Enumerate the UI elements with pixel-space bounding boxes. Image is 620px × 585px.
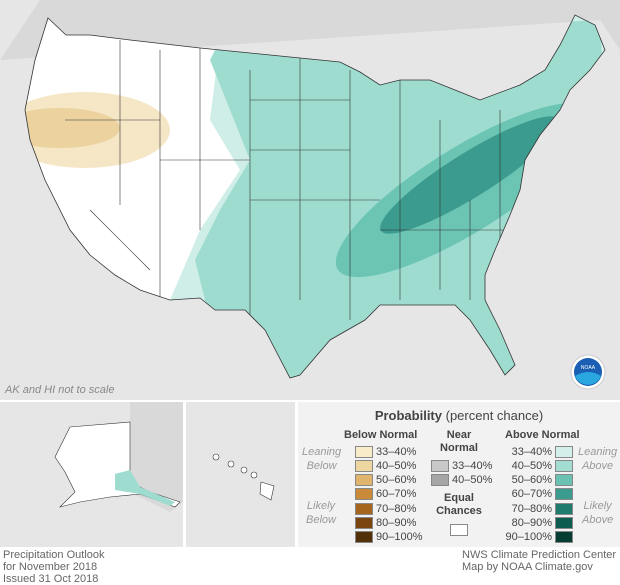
below-swatch bbox=[355, 445, 373, 458]
below-swatch bbox=[355, 517, 373, 529]
hawaii-inset bbox=[186, 402, 295, 547]
below-swatch bbox=[355, 459, 373, 472]
below-label: 90–100% bbox=[376, 531, 423, 544]
legend-title: Probability (percent chance) bbox=[298, 408, 620, 423]
below-label: 60–70% bbox=[376, 488, 417, 501]
above-legend-item: 40–50% bbox=[501, 459, 573, 472]
above-label: 50–60% bbox=[511, 474, 552, 487]
near-label: 33–40% bbox=[452, 459, 493, 472]
alaska-map bbox=[0, 402, 183, 547]
equal-heading: Equal Chances bbox=[436, 492, 482, 517]
svg-text:NOAA: NOAA bbox=[581, 365, 596, 371]
near-heading: Near Normal bbox=[440, 429, 478, 454]
below-label: 50–60% bbox=[376, 474, 417, 487]
below-swatch bbox=[355, 502, 373, 515]
legend-title-suffix: (percent chance) bbox=[445, 408, 544, 423]
below-heading: Below Normal bbox=[344, 429, 418, 441]
above-label: 33–40% bbox=[511, 445, 552, 458]
below-swatch bbox=[355, 531, 373, 544]
above-label: 60–70% bbox=[511, 488, 552, 501]
leaning-above-label: Leaning Above bbox=[578, 446, 618, 472]
alaska-inset bbox=[0, 402, 183, 547]
below-legend-item: 40–50% bbox=[355, 459, 416, 472]
above-legend-item: 70–80% bbox=[501, 502, 573, 515]
above-label: 90–100% bbox=[505, 531, 553, 544]
footer-right: NWS Climate Prediction Center Map by NOAA… bbox=[462, 549, 617, 573]
near-swatch bbox=[431, 459, 449, 472]
above-legend-item: 80–90% bbox=[501, 517, 573, 530]
above-heading: Above Normal bbox=[505, 429, 580, 441]
near-legend-item: 40–50% bbox=[431, 473, 492, 486]
above-label: 70–80% bbox=[511, 502, 552, 515]
above-label: 80–90% bbox=[511, 517, 552, 529]
above-swatch bbox=[555, 474, 573, 487]
likely-below-label: Likely Below bbox=[306, 500, 336, 526]
outlook-map: NOAA bbox=[0, 0, 620, 400]
below-legend-item: 33–40% bbox=[355, 445, 416, 458]
below-legend-item: 70–80% bbox=[355, 502, 416, 515]
near-swatch bbox=[431, 473, 449, 486]
above-legend-item: 60–70% bbox=[501, 488, 573, 501]
legend-title-main: Probability bbox=[374, 408, 442, 423]
above-swatch bbox=[555, 517, 573, 529]
above-swatch bbox=[555, 531, 573, 544]
above-swatch bbox=[555, 459, 573, 472]
above-swatch bbox=[555, 445, 573, 458]
above-60-70-region bbox=[380, 116, 560, 234]
above-swatch bbox=[555, 488, 573, 501]
below-label: 33–40% bbox=[376, 445, 417, 458]
above-legend-item: 33–40% bbox=[501, 445, 573, 458]
below-legend-item: 60–70% bbox=[355, 488, 416, 501]
above-legend-item: 50–60% bbox=[501, 474, 573, 487]
scale-note: AK and HI not to scale bbox=[5, 384, 115, 396]
legend: Probability (percent chance) Below Norma… bbox=[298, 402, 620, 547]
below-label: 70–80% bbox=[376, 502, 417, 515]
footer-left: Precipitation Outlook for November 2018 Is… bbox=[3, 549, 105, 585]
equal-chances-swatch bbox=[450, 524, 468, 536]
below-swatch bbox=[355, 474, 373, 487]
above-swatch bbox=[555, 502, 573, 515]
near-label: 40–50% bbox=[452, 473, 493, 486]
below-swatch bbox=[355, 488, 373, 501]
hawaii-map bbox=[186, 402, 295, 547]
likely-above-label: Likely Above bbox=[582, 500, 614, 526]
leaning-below-label: Leaning Below bbox=[302, 446, 342, 472]
below-label: 40–50% bbox=[376, 459, 417, 472]
above-legend-item: 90–100% bbox=[501, 531, 573, 544]
below-label: 80–90% bbox=[376, 517, 417, 529]
state-borders bbox=[65, 40, 520, 330]
above-label: 40–50% bbox=[511, 459, 552, 472]
near-legend-item: 33–40% bbox=[431, 459, 492, 472]
below-legend-item: 50–60% bbox=[355, 474, 416, 487]
below-legend-item: 90–100% bbox=[355, 531, 423, 544]
noaa-logo: NOAA bbox=[570, 354, 606, 390]
below-legend-item: 80–90% bbox=[355, 517, 416, 530]
